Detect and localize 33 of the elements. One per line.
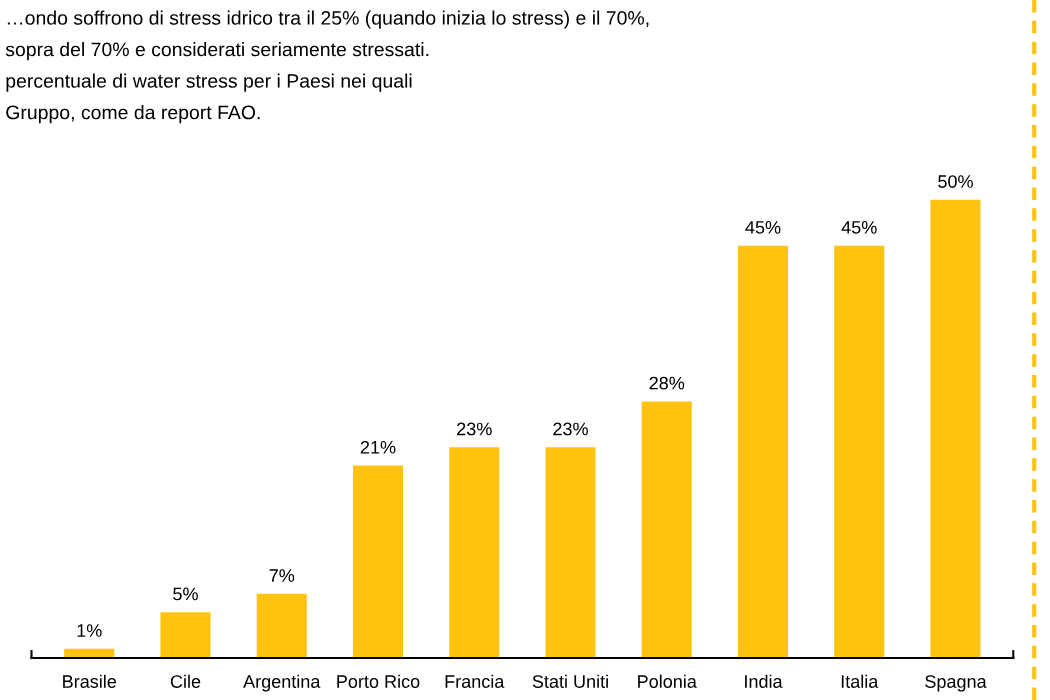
x-tick-label: Spagna	[925, 675, 987, 692]
bar	[834, 245, 885, 658]
bar	[545, 447, 596, 658]
x-tick-label: Cile	[170, 674, 201, 688]
data-label: 50%	[938, 175, 973, 188]
x-tick-label: Porto Rico	[337, 674, 420, 688]
x-tick-label: Stati Uniti	[532, 674, 608, 688]
bar	[352, 465, 404, 658]
text: …ondo soffrono di stress idrico tra il 25% (quando inizia lo stress) e il 70%,	[7, 10, 649, 29]
data-label: 23%	[553, 422, 588, 436]
x-tick-label: Italia	[841, 674, 879, 688]
bar	[930, 199, 981, 658]
data-label: 21%	[360, 440, 396, 454]
data-label: 5%	[173, 587, 198, 601]
text: Gruppo, come da report FAO.	[6, 105, 260, 124]
x-tick-label: Francia	[445, 674, 505, 688]
x-tick-label: Brasile	[63, 674, 117, 688]
bar	[737, 245, 789, 658]
text: sopra del 70% e considerati seriamente stressati.	[5, 42, 429, 61]
x-tick-label: India	[745, 674, 783, 688]
text: percentuale di water stress per i Paesi nei quali	[6, 73, 412, 92]
data-label: 23%	[457, 422, 492, 436]
bar	[160, 612, 211, 658]
data-label: 28%	[649, 376, 685, 390]
x-tick-label: Argentina	[243, 674, 321, 692]
bar	[449, 447, 500, 658]
bar	[641, 401, 692, 658]
bar	[256, 593, 307, 658]
data-label: 45%	[745, 221, 781, 234]
data-label: 1%	[77, 624, 102, 637]
data-label: 45%	[841, 221, 877, 234]
x-tick-label: Polonia	[638, 674, 697, 688]
data-label: 7%	[269, 569, 295, 582]
